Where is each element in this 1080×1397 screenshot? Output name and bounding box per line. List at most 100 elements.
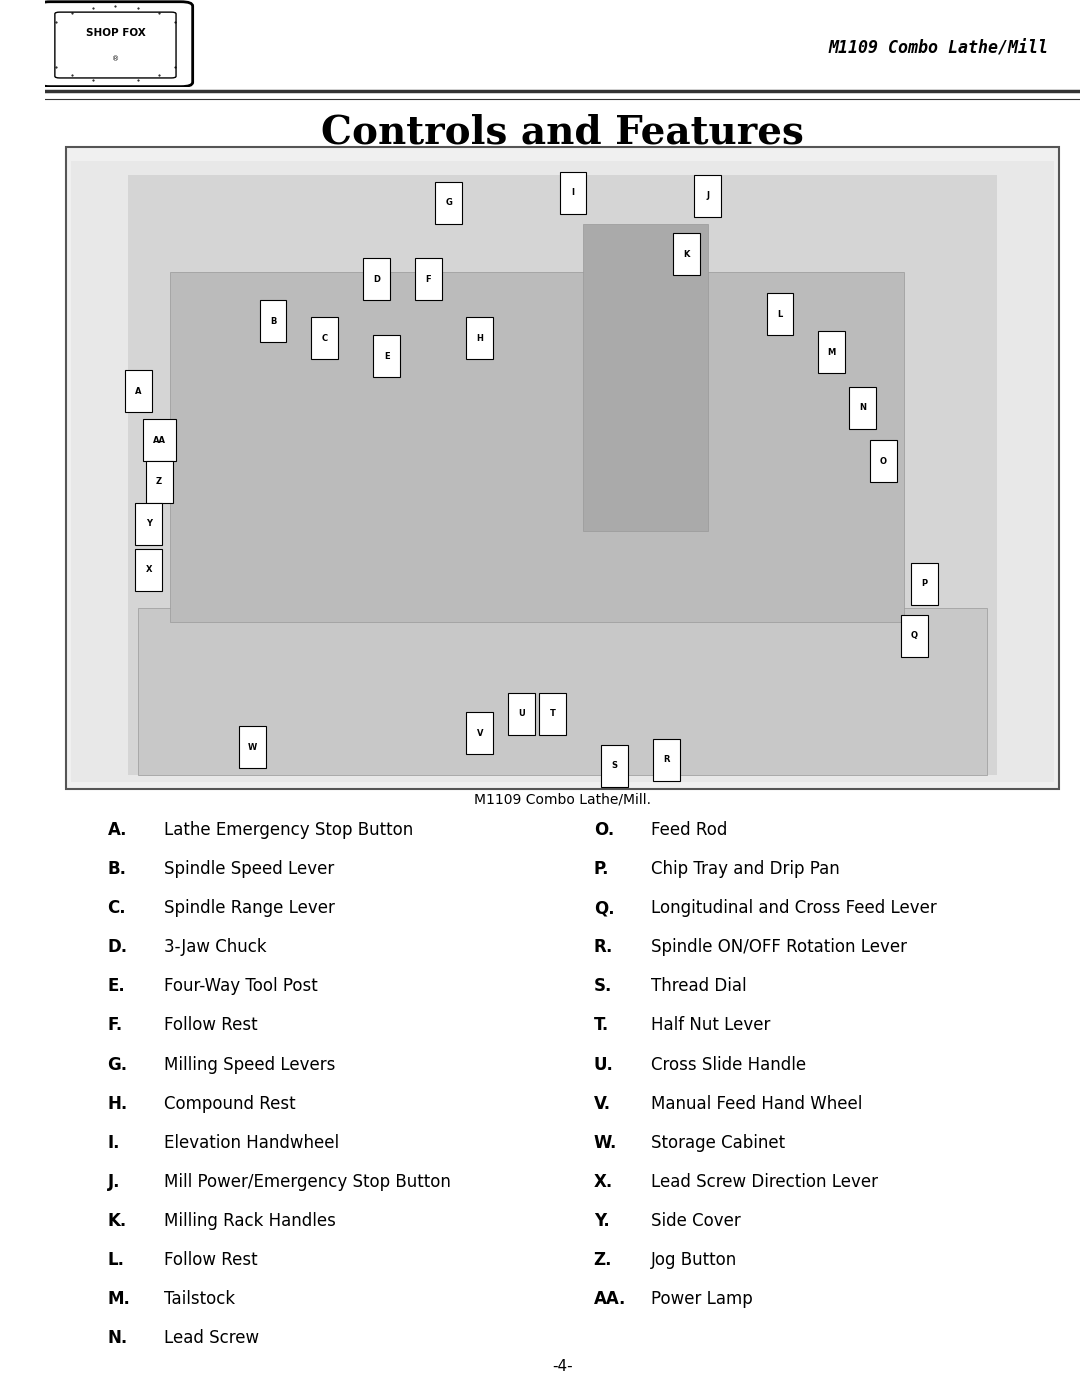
FancyBboxPatch shape	[55, 13, 176, 78]
Text: P: P	[921, 580, 928, 588]
FancyBboxPatch shape	[374, 335, 401, 377]
Text: N.: N.	[107, 1330, 127, 1347]
FancyBboxPatch shape	[508, 693, 535, 735]
FancyBboxPatch shape	[38, 1, 192, 87]
Text: Compound Rest: Compound Rest	[164, 1095, 296, 1112]
Text: Jog Button: Jog Button	[650, 1252, 737, 1268]
Text: Cross Slide Handle: Cross Slide Handle	[650, 1056, 806, 1073]
Text: Elevation Handwheel: Elevation Handwheel	[164, 1134, 339, 1151]
Text: M.: M.	[107, 1291, 131, 1308]
FancyBboxPatch shape	[912, 563, 939, 605]
FancyBboxPatch shape	[146, 461, 173, 503]
Text: 3-Jaw Chuck: 3-Jaw Chuck	[164, 939, 267, 956]
FancyBboxPatch shape	[138, 608, 987, 775]
Text: ®: ®	[112, 56, 119, 61]
Text: Spindle Speed Lever: Spindle Speed Lever	[164, 861, 335, 877]
Text: A: A	[135, 387, 141, 395]
Text: L.: L.	[107, 1252, 124, 1268]
Text: Storage Cabinet: Storage Cabinet	[650, 1134, 785, 1151]
Text: C.: C.	[107, 900, 126, 916]
Text: A.: A.	[107, 821, 127, 838]
Text: Q.: Q.	[594, 900, 615, 916]
Text: Thread Dial: Thread Dial	[650, 978, 746, 995]
Text: Z.: Z.	[594, 1252, 612, 1268]
Text: W.: W.	[594, 1134, 617, 1151]
Text: S.: S.	[594, 978, 612, 995]
Text: U.: U.	[594, 1056, 613, 1073]
Text: Follow Rest: Follow Rest	[164, 1017, 258, 1034]
Text: Milling Rack Handles: Milling Rack Handles	[164, 1213, 336, 1229]
Text: -4-: -4-	[552, 1359, 573, 1373]
Text: E.: E.	[107, 978, 125, 995]
Text: Z: Z	[157, 478, 162, 486]
FancyBboxPatch shape	[467, 712, 494, 754]
Text: INTRODUCTION: INTRODUCTION	[16, 338, 29, 444]
FancyBboxPatch shape	[674, 233, 700, 275]
Text: S: S	[611, 761, 618, 770]
Text: Follow Rest: Follow Rest	[164, 1252, 258, 1268]
Text: Four-Way Tool Post: Four-Way Tool Post	[164, 978, 319, 995]
FancyBboxPatch shape	[819, 331, 846, 373]
Text: X.: X.	[594, 1173, 613, 1190]
Text: Y.: Y.	[594, 1213, 609, 1229]
FancyBboxPatch shape	[652, 739, 679, 781]
Text: Q: Q	[910, 631, 918, 640]
Text: P.: P.	[594, 861, 609, 877]
FancyBboxPatch shape	[71, 161, 1054, 782]
Text: F.: F.	[107, 1017, 123, 1034]
Text: M1109 Combo Lathe/Mill: M1109 Combo Lathe/Mill	[829, 41, 1049, 57]
Text: K: K	[684, 250, 690, 258]
Text: Tailstock: Tailstock	[164, 1291, 235, 1308]
Text: D: D	[373, 275, 380, 284]
FancyBboxPatch shape	[129, 175, 997, 775]
Text: M1109 Combo Lathe/Mill.: M1109 Combo Lathe/Mill.	[474, 792, 651, 806]
Text: I.: I.	[107, 1134, 120, 1151]
FancyBboxPatch shape	[559, 172, 586, 214]
Text: V.: V.	[594, 1095, 611, 1112]
Text: T.: T.	[594, 1017, 609, 1034]
FancyBboxPatch shape	[135, 503, 162, 545]
Text: Chip Tray and Drip Pan: Chip Tray and Drip Pan	[650, 861, 839, 877]
FancyBboxPatch shape	[767, 293, 794, 335]
Text: O.: O.	[594, 821, 613, 838]
FancyBboxPatch shape	[363, 258, 390, 300]
Text: Y: Y	[146, 520, 152, 528]
Text: V: V	[476, 729, 483, 738]
Text: L: L	[778, 310, 783, 319]
Text: R.: R.	[594, 939, 613, 956]
Text: SHOP FOX: SHOP FOX	[85, 28, 146, 38]
FancyBboxPatch shape	[311, 317, 338, 359]
FancyBboxPatch shape	[239, 726, 266, 768]
Text: I: I	[571, 189, 575, 197]
Text: B.: B.	[107, 861, 126, 877]
Text: B: B	[270, 317, 276, 326]
Text: K.: K.	[107, 1213, 126, 1229]
Text: C: C	[322, 334, 327, 342]
FancyBboxPatch shape	[600, 745, 627, 787]
Text: Power Lamp: Power Lamp	[650, 1291, 753, 1308]
Text: Lead Screw: Lead Screw	[164, 1330, 259, 1347]
FancyBboxPatch shape	[467, 317, 494, 359]
Text: Lead Screw Direction Lever: Lead Screw Direction Lever	[650, 1173, 878, 1190]
Text: AA.: AA.	[594, 1291, 626, 1308]
Text: W: W	[247, 743, 257, 752]
Text: O: O	[880, 457, 887, 465]
Text: N: N	[860, 404, 866, 412]
Text: Side Cover: Side Cover	[650, 1213, 741, 1229]
Text: E: E	[384, 352, 390, 360]
FancyBboxPatch shape	[143, 419, 176, 461]
Text: G.: G.	[107, 1056, 127, 1073]
Text: Milling Speed Levers: Milling Speed Levers	[164, 1056, 336, 1073]
FancyBboxPatch shape	[415, 258, 442, 300]
Text: X: X	[146, 566, 152, 574]
FancyBboxPatch shape	[170, 272, 904, 622]
Text: Lathe Emergency Stop Button: Lathe Emergency Stop Button	[164, 821, 414, 838]
Text: Manual Feed Hand Wheel: Manual Feed Hand Wheel	[650, 1095, 862, 1112]
Text: Controls and Features: Controls and Features	[321, 113, 805, 152]
FancyBboxPatch shape	[583, 224, 707, 531]
Text: T: T	[550, 710, 555, 718]
FancyBboxPatch shape	[435, 182, 462, 224]
FancyBboxPatch shape	[125, 370, 152, 412]
Text: D.: D.	[107, 939, 127, 956]
Text: F: F	[426, 275, 431, 284]
